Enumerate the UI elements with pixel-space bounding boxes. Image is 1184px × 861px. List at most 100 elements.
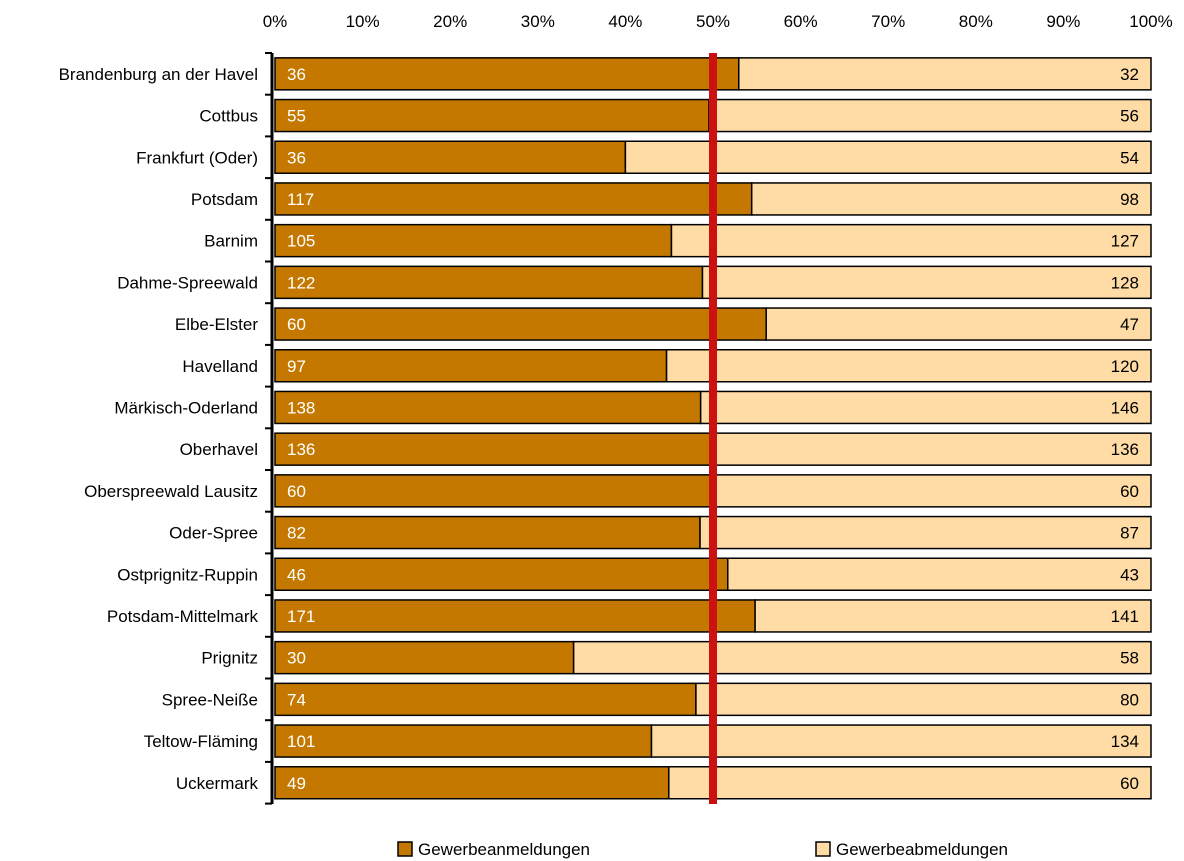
y-axis: Brandenburg an der Havel Cottbus Frankfurt… (59, 52, 274, 805)
category-label: Oberspreewald Lausitz (84, 482, 258, 501)
bar-gewerbeanmeldungen (274, 57, 740, 91)
category-label: Havelland (182, 357, 258, 376)
bar-gewerbeabmeldungen (712, 432, 1152, 466)
category-label: Cottbus (199, 107, 258, 126)
data-label-abmeldungen: 58 (1120, 649, 1139, 668)
category-label: Teltow-Fläming (144, 732, 258, 751)
category-label: Potsdam-Mittelmark (107, 607, 259, 626)
legend: Gewerbeanmeldungen Gewerbeabmeldungen (397, 840, 1008, 859)
data-label-abmeldungen: 87 (1120, 524, 1139, 543)
data-label-abmeldungen: 43 (1120, 565, 1139, 584)
data-label-anmeldungen: 171 (287, 607, 315, 626)
bar-gewerbeanmeldungen (274, 557, 729, 591)
x-tick-label: 20% (433, 12, 467, 31)
bar-gewerbeabmeldungen (572, 640, 1152, 675)
bar-gewerbeanmeldungen (274, 223, 673, 258)
bar-gewerbeabmeldungen (665, 349, 1152, 383)
data-label-abmeldungen: 127 (1111, 232, 1139, 251)
x-tick-label: 50% (696, 12, 730, 31)
data-label-anmeldungen: 105 (287, 232, 315, 251)
data-label-abmeldungen: 134 (1111, 732, 1139, 751)
legend-swatch (397, 841, 413, 857)
data-label-anmeldungen: 117 (287, 190, 314, 209)
data-label-abmeldungen: 120 (1111, 357, 1139, 376)
category-label: Potsdam (191, 190, 258, 209)
bar-gewerbeabmeldungen (738, 57, 1152, 91)
bar-gewerbeanmeldungen (274, 515, 701, 550)
category-label: Oberhavel (180, 440, 258, 459)
data-label-anmeldungen: 82 (287, 524, 306, 543)
bar-gewerbeanmeldungen (274, 766, 670, 800)
bar-gewerbeabmeldungen (624, 140, 1152, 174)
data-label-anmeldungen: 138 (287, 398, 315, 417)
category-label: Barnim (204, 232, 258, 251)
data-label-anmeldungen: 36 (287, 65, 306, 84)
category-label: Brandenburg an der Havel (59, 65, 258, 84)
data-label-abmeldungen: 60 (1120, 774, 1139, 793)
data-label-abmeldungen: 146 (1111, 398, 1139, 417)
data-label-anmeldungen: 60 (287, 315, 306, 334)
data-label-abmeldungen: 56 (1120, 107, 1139, 126)
bar-gewerbeabmeldungen (708, 98, 1152, 133)
category-label: Ostprignitz-Ruppin (117, 565, 258, 584)
bar-gewerbeabmeldungen (750, 182, 1152, 216)
data-label-abmeldungen: 80 (1120, 690, 1139, 709)
category-label: Uckermark (176, 774, 259, 793)
category-label: Prignitz (201, 649, 258, 668)
bar-gewerbeanmeldungen (274, 390, 702, 425)
x-tick-label: 100% (1129, 12, 1172, 31)
bars-layer: 36 32 55 56 36 54 117 98 105 127 122 128 60 47 97 120 13… (274, 57, 1152, 800)
legend-swatch (815, 841, 831, 857)
data-label-anmeldungen: 30 (287, 649, 306, 668)
category-label: Oder-Spree (169, 524, 258, 543)
data-label-anmeldungen: 60 (287, 482, 306, 501)
data-label-abmeldungen: 141 (1111, 607, 1139, 626)
bar-gewerbeabmeldungen (754, 599, 1152, 633)
bar-gewerbeanmeldungen (274, 98, 710, 133)
x-tick-label: 90% (1046, 12, 1080, 31)
data-label-abmeldungen: 54 (1120, 148, 1139, 167)
x-tick-label: 40% (608, 12, 642, 31)
data-label-abmeldungen: 128 (1111, 273, 1139, 292)
bar-gewerbeabmeldungen (670, 223, 1152, 258)
data-label-anmeldungen: 97 (287, 357, 306, 376)
bar-gewerbeanmeldungen (274, 724, 653, 758)
x-axis: 0% 10% 20% 30% 40% 50% 60% 70% 80% 90% 100% (263, 12, 1173, 31)
data-label-anmeldungen: 101 (287, 732, 315, 751)
data-label-anmeldungen: 74 (287, 690, 306, 709)
data-label-abmeldungen: 32 (1120, 65, 1139, 84)
bar-gewerbeanmeldungen (274, 432, 714, 466)
x-tick-label: 30% (521, 12, 555, 31)
data-label-anmeldungen: 49 (287, 774, 306, 793)
legend-label: Gewerbeabmeldungen (836, 840, 1008, 859)
bar-gewerbeanmeldungen (274, 307, 767, 341)
data-label-abmeldungen: 60 (1120, 482, 1139, 501)
bar-gewerbeabmeldungen (701, 265, 1152, 300)
category-label: Dahme-Spreewald (117, 273, 258, 292)
bar-gewerbeanmeldungen (274, 682, 697, 717)
data-label-anmeldungen: 46 (287, 565, 306, 584)
x-tick-label: 80% (959, 12, 993, 31)
data-label-abmeldungen: 47 (1120, 315, 1139, 334)
bar-gewerbeabmeldungen (650, 724, 1152, 758)
bar-gewerbeanmeldungen (274, 182, 753, 216)
bar-gewerbeabmeldungen (668, 766, 1152, 800)
bar-gewerbeabmeldungen (695, 682, 1152, 717)
x-tick-label: 70% (871, 12, 905, 31)
bar-gewerbeabmeldungen (699, 390, 1152, 425)
bar-gewerbeabmeldungen (727, 557, 1152, 591)
bar-gewerbeanmeldungen (274, 474, 714, 508)
bar-gewerbeanmeldungen (274, 599, 756, 633)
category-label: Frankfurt (Oder) (136, 148, 258, 167)
data-label-abmeldungen: 136 (1111, 440, 1139, 459)
x-tick-label: 60% (784, 12, 818, 31)
bar-gewerbeanmeldungen (274, 349, 668, 383)
data-label-anmeldungen: 36 (287, 148, 306, 167)
bar-gewerbeabmeldungen (712, 474, 1152, 508)
category-label: Märkisch-Oderland (114, 398, 258, 417)
x-tick-label: 0% (263, 12, 288, 31)
bar-gewerbeanmeldungen (274, 265, 704, 300)
x-tick-label: 10% (346, 12, 380, 31)
category-label: Elbe-Elster (175, 315, 258, 334)
